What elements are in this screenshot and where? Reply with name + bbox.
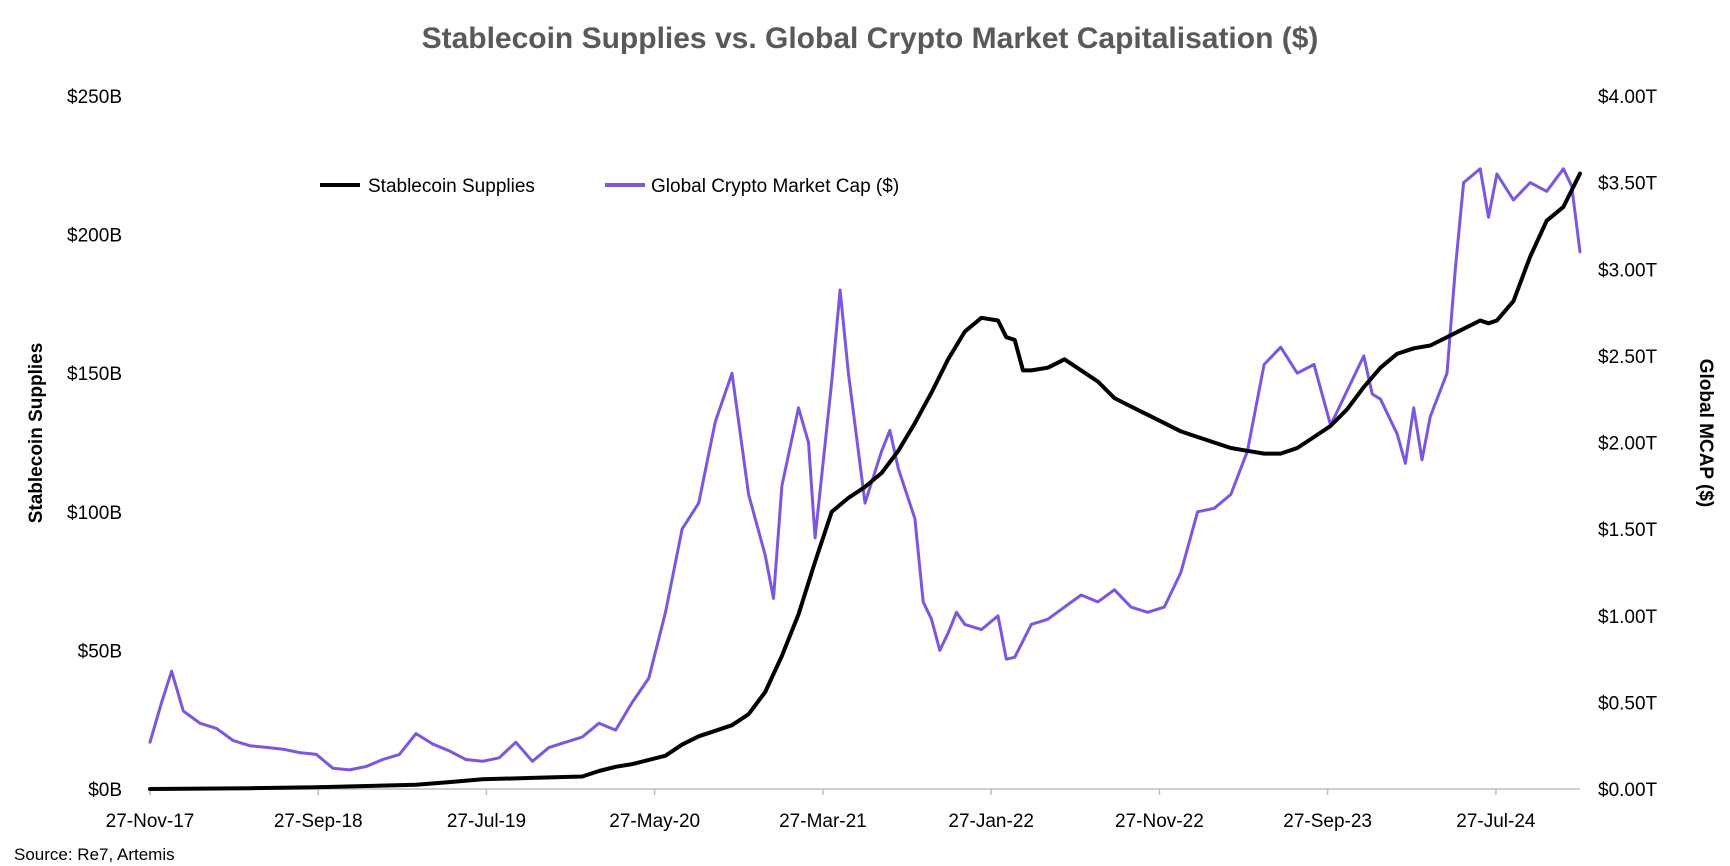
- legend-label-stablecoin-supplies: Stablecoin Supplies: [368, 176, 535, 197]
- x-axis-tick-label: 27-Nov-17: [106, 811, 195, 832]
- x-axis-tick-label: 27-Sep-18: [274, 811, 363, 832]
- x-axis-tick-label: 27-Sep-23: [1283, 811, 1372, 832]
- x-axis-tick-marks: [149, 789, 1497, 795]
- left-axis-tick-label: $150B: [67, 364, 122, 385]
- series-line-stablecoin-supplies: [148, 171, 1582, 791]
- x-axis-tick-label: 27-Jan-22: [948, 811, 1034, 832]
- x-axis-tick-labels: 27-Nov-17 27-Sep-18 27-Jul-19 27-May-20 27-M…: [106, 811, 1536, 832]
- x-axis-tick-label: 27-Nov-22: [1115, 811, 1204, 832]
- left-axis-tick-label: $100B: [67, 503, 122, 524]
- source-note: Source: Re7, Artemis: [14, 845, 175, 864]
- x-axis-tick-label: 27-Jul-19: [447, 811, 526, 832]
- x-axis-tick-label: 27-Jul-24: [1456, 811, 1536, 832]
- x-axis-tick-label: 27-Mar-21: [779, 811, 867, 832]
- right-axis-tick-label: $4.00T: [1598, 87, 1658, 108]
- left-axis-tick-labels: $0B $50B $100B $150B $200B $250B: [67, 87, 122, 801]
- left-axis-tick-label: $50B: [78, 641, 122, 662]
- right-axis-tick-labels: $0.00T $0.50T $1.00T $1.50T $2.00T $2.50T $3.0…: [1598, 87, 1658, 801]
- right-axis-tick-label: $3.00T: [1598, 260, 1658, 281]
- right-axis-tick-label: $3.50T: [1598, 174, 1658, 195]
- right-axis-tick-label: $2.00T: [1598, 434, 1658, 455]
- left-axis-tick-label: $200B: [67, 226, 122, 247]
- right-axis-title: Global MCAP ($): [1695, 359, 1716, 508]
- right-axis-tick-label: $0.00T: [1598, 780, 1658, 801]
- chart-title: Stablecoin Supplies vs. Global Crypto Ma…: [422, 22, 1319, 55]
- left-axis-tick-label: $0B: [88, 780, 122, 801]
- x-axis-tick-label: 27-May-20: [609, 811, 700, 832]
- left-axis-tick-label: $250B: [67, 87, 122, 108]
- right-axis-tick-label: $1.00T: [1598, 607, 1658, 628]
- series-line-global-crypto-market-cap: [148, 167, 1582, 772]
- right-axis-tick-label: $2.50T: [1598, 347, 1658, 368]
- legend-label-global-crypto-market-cap: Global Crypto Market Cap ($): [651, 176, 899, 197]
- right-axis-tick-label: $0.50T: [1598, 693, 1658, 714]
- right-axis-tick-label: $1.50T: [1598, 520, 1658, 541]
- left-axis-title: Stablecoin Supplies: [26, 343, 47, 524]
- legend: Stablecoin Supplies Global Crypto Market…: [320, 176, 899, 197]
